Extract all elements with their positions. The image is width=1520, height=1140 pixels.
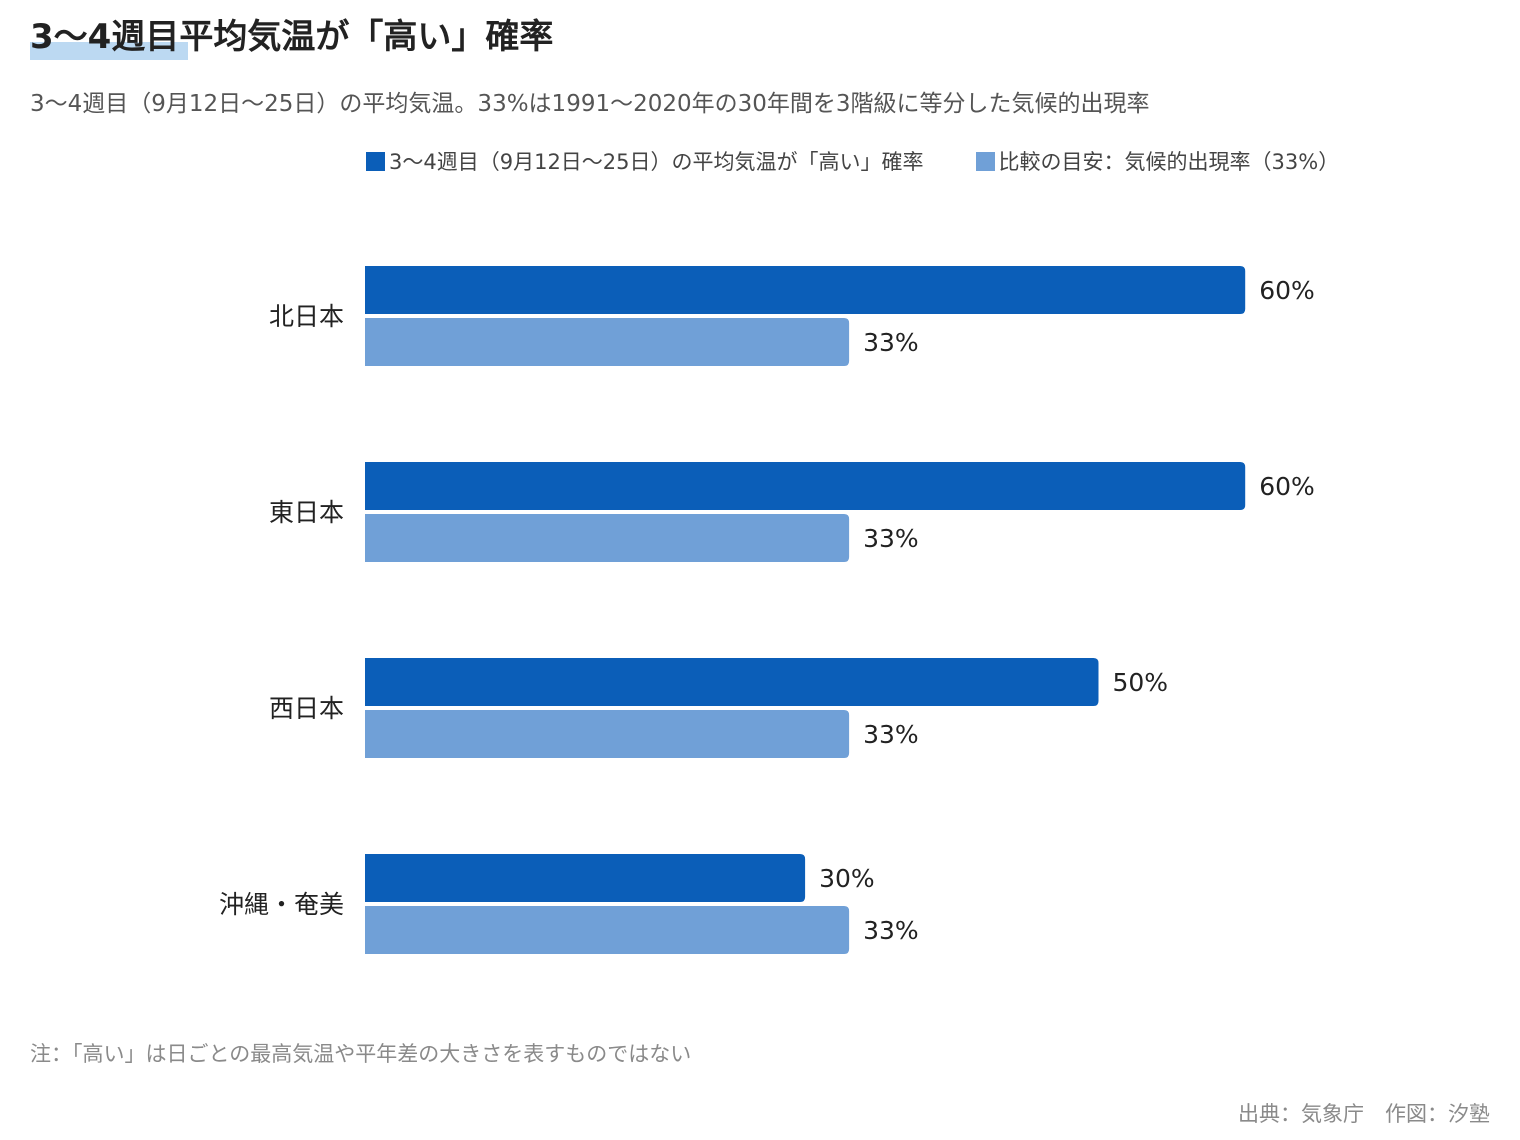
legend-item-climatology: 比較の目安：気候的出現率（33%） <box>975 146 1340 176</box>
title-block: 3〜4週目平均気温が「高い」確率 <box>30 14 553 62</box>
bar-climatology <box>365 710 850 758</box>
legend-label-climatology: 比較の目安：気候的出現率（33%） <box>998 150 1340 174</box>
bar-forecast <box>365 266 1246 314</box>
category-label: 西日本 <box>269 694 344 723</box>
category-label: 東日本 <box>269 498 344 527</box>
bar-climatology <box>365 514 850 562</box>
data-label-forecast: 60% <box>1259 472 1315 501</box>
chart-subtitle: 3〜4週目（9月12日〜25日）の平均気温。33%は1991〜2020年の30年… <box>30 91 1150 117</box>
data-label-forecast: 30% <box>819 864 875 893</box>
bar-climatology <box>365 318 850 366</box>
data-label-climatology: 33% <box>863 720 919 749</box>
legend-swatch-forecast <box>366 151 385 171</box>
category-label: 北日本 <box>269 302 344 331</box>
legend-item-forecast: 3〜4週目（9月12日〜25日）の平均気温が「高い」確率 <box>366 146 924 176</box>
source-credit: 出典：気象庁 作図：汐塾 <box>1238 1102 1490 1126</box>
data-label-climatology: 33% <box>863 524 919 553</box>
legend-label-forecast: 3〜4週目（9月12日〜25日）の平均気温が「高い」確率 <box>389 150 924 174</box>
bar-forecast <box>365 462 1246 510</box>
legend-swatch-climatology <box>975 151 995 171</box>
data-label-climatology: 33% <box>863 916 919 945</box>
bar-climatology <box>365 906 850 954</box>
chart-legend: 3〜4週目（9月12日〜25日）の平均気温が「高い」確率 比較の目安：気候的出現… <box>366 146 1339 176</box>
category-label: 沖縄・奄美 <box>219 890 344 919</box>
bar-forecast <box>365 854 806 902</box>
footnote: 注：「高い」は日ごとの最高気温や平年差の大きさを表すものではない <box>30 1042 692 1066</box>
bar-forecast <box>365 658 1099 706</box>
data-label-forecast: 50% <box>1113 668 1169 697</box>
data-label-climatology: 33% <box>863 328 919 357</box>
chart-title: 3〜4週目平均気温が「高い」確率 <box>30 17 554 57</box>
title-highlight <box>30 42 188 60</box>
data-label-forecast: 60% <box>1259 276 1315 305</box>
